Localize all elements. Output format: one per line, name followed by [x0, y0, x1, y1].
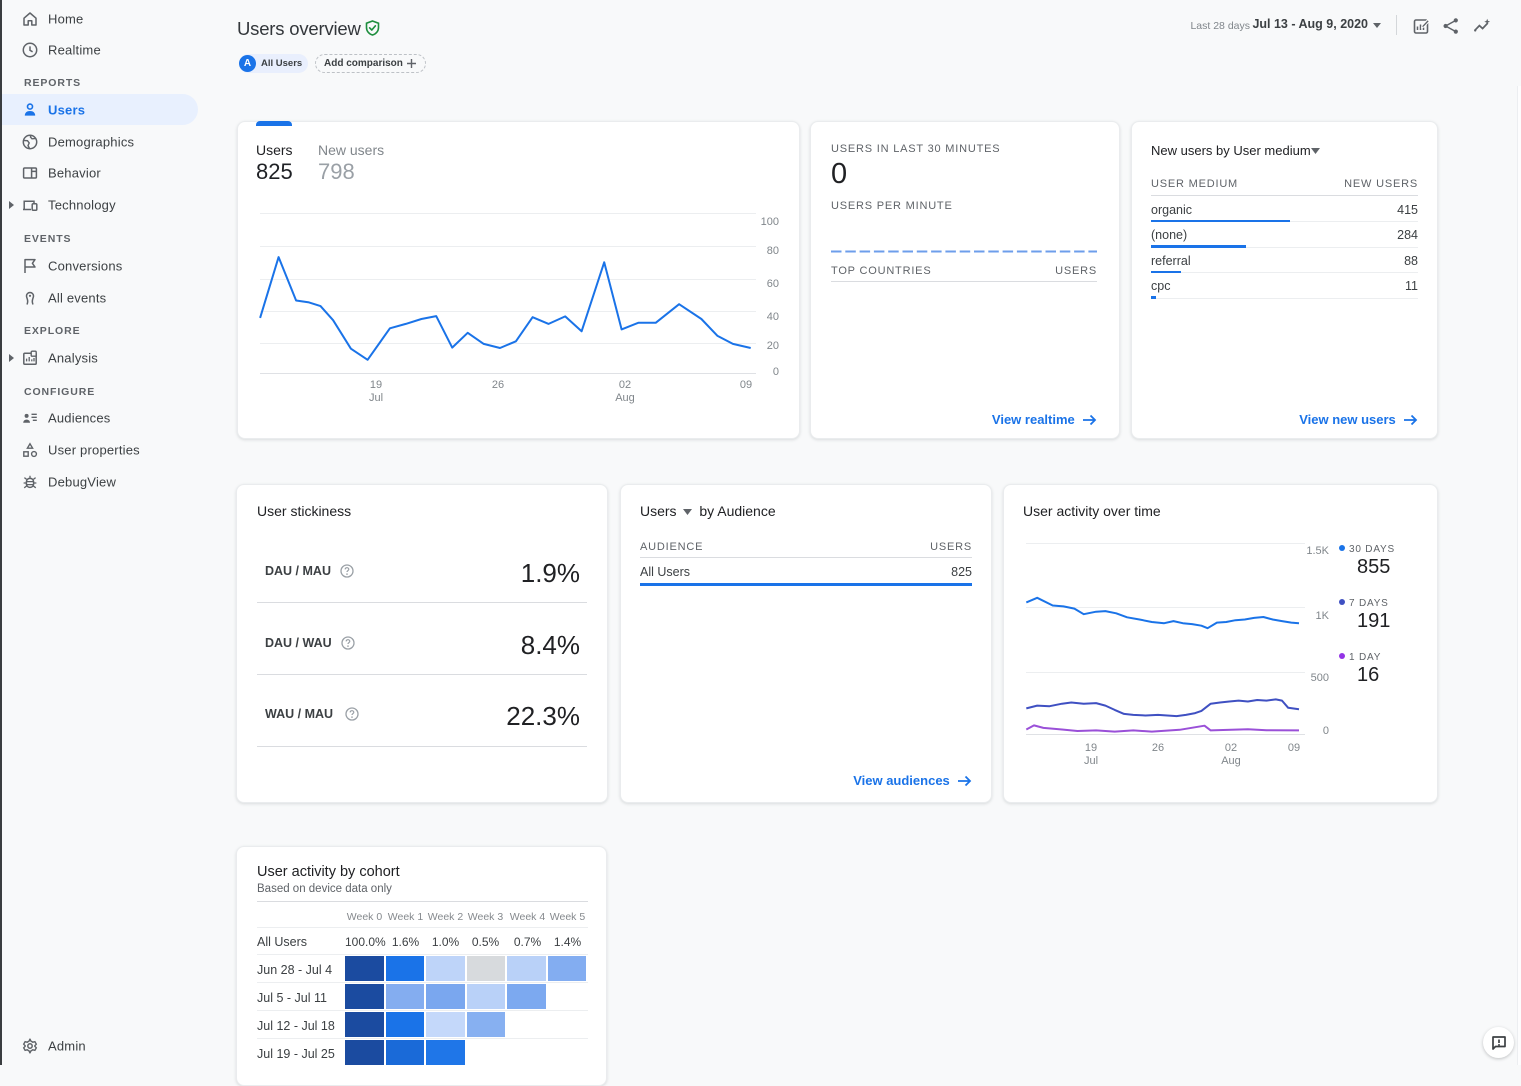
svg-text:855: 855 — [1357, 556, 1390, 578]
svg-text:0: 0 — [773, 366, 779, 378]
svg-text:1.5K: 1.5K — [1306, 545, 1329, 557]
svg-text:09: 09 — [1288, 742, 1300, 754]
svg-text:30 DAYS: 30 DAYS — [1349, 544, 1395, 555]
svg-text:19: 19 — [1085, 742, 1097, 754]
svg-text:Jul: Jul — [1084, 755, 1098, 767]
svg-text:100: 100 — [761, 216, 779, 228]
svg-text:26: 26 — [1152, 742, 1164, 754]
svg-text:26: 26 — [492, 379, 504, 391]
svg-text:02: 02 — [619, 379, 631, 391]
svg-text:09: 09 — [740, 379, 752, 391]
svg-text:19: 19 — [370, 379, 382, 391]
svg-text:80: 80 — [767, 245, 779, 257]
svg-text:Aug: Aug — [1221, 755, 1241, 767]
svg-text:40: 40 — [767, 311, 779, 323]
svg-text:Aug: Aug — [615, 392, 635, 404]
svg-text:1K: 1K — [1316, 610, 1330, 622]
svg-text:Jul: Jul — [369, 392, 383, 404]
svg-text:02: 02 — [1225, 742, 1237, 754]
svg-text:60: 60 — [767, 278, 779, 290]
svg-text:7 DAYS: 7 DAYS — [1349, 598, 1389, 609]
svg-text:16: 16 — [1357, 664, 1379, 686]
svg-text:500: 500 — [1311, 672, 1329, 684]
svg-text:191: 191 — [1357, 610, 1390, 632]
svg-text:1 DAY: 1 DAY — [1349, 652, 1381, 663]
svg-text:0: 0 — [1323, 725, 1329, 737]
svg-text:20: 20 — [767, 340, 779, 352]
